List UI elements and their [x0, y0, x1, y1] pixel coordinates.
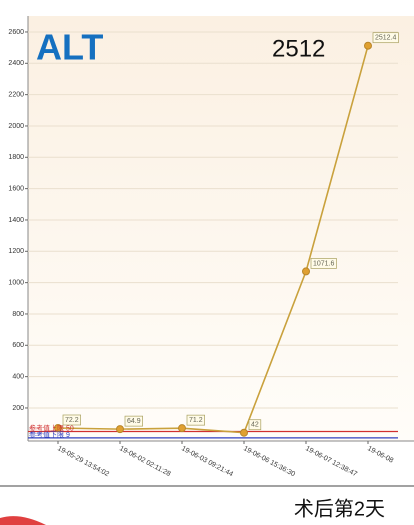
- footer: 术后第2天: [294, 497, 385, 520]
- data-label-box: [62, 414, 81, 426]
- y-tick-label: 2000: [8, 123, 24, 130]
- reference-name: 参考值上限: [29, 423, 64, 432]
- y-tick-label: 800: [12, 311, 24, 318]
- data-label: 2512.4: [375, 35, 397, 42]
- point: [240, 428, 248, 437]
- y-tick-label: 1800: [8, 154, 24, 161]
- x-tick-label: 19-05-29 13:54:02: [56, 445, 110, 478]
- data-label-box: [186, 414, 205, 426]
- data-label: 72.2: [65, 417, 79, 424]
- data-label-box: [248, 419, 262, 431]
- plot: [28, 31, 398, 439]
- decoration: [0, 516, 46, 525]
- x-tick-label: 19-06-02 02:11:28: [118, 445, 171, 478]
- y-tick-label: 2400: [8, 60, 24, 67]
- data-label: 42: [251, 422, 259, 429]
- x-tick-label: 19-06-07 12:38:47: [304, 445, 358, 478]
- y-tick-label: 600: [12, 342, 24, 349]
- y-tick-label: 200: [12, 405, 24, 412]
- x-tick-label: 19-06-08: [366, 445, 394, 464]
- reference-value: 9: [66, 432, 70, 439]
- y-tick-label: 1400: [8, 217, 24, 224]
- point: [364, 41, 372, 50]
- chart-title: ALT: [36, 27, 103, 68]
- data-label-box: [310, 258, 337, 269]
- reference-label: 参考值下限 9: [29, 430, 70, 439]
- data-label: 71.2: [189, 417, 203, 424]
- series-line: [57, 45, 369, 434]
- x-tick-label: 19-06-06 15:36:30: [242, 445, 296, 478]
- point: [116, 425, 124, 434]
- point: [54, 423, 62, 432]
- y-tick-label: 1000: [8, 279, 24, 286]
- data-label: 1071.6: [313, 260, 335, 267]
- plot-area: [28, 16, 414, 441]
- y-tick-label: 2600: [8, 29, 24, 36]
- annotation: 2512: [272, 35, 325, 62]
- y-tick-label: 1600: [8, 185, 24, 192]
- data-label-box: [124, 415, 143, 427]
- y-tick-label: 2200: [8, 91, 24, 98]
- data-label: 64.9: [127, 418, 141, 425]
- point: [302, 267, 310, 276]
- data-label-box: [372, 32, 399, 44]
- reference-value: 50: [66, 425, 74, 432]
- x-tick-label: 19-06-03 09:21:44: [180, 445, 234, 478]
- reference-label: 参考值上限 50: [29, 423, 74, 432]
- point: [178, 424, 186, 433]
- y-tick-label: 400: [12, 373, 24, 380]
- reference-name: 参考值下限: [29, 430, 64, 439]
- y-tick-label: 1200: [8, 248, 24, 255]
